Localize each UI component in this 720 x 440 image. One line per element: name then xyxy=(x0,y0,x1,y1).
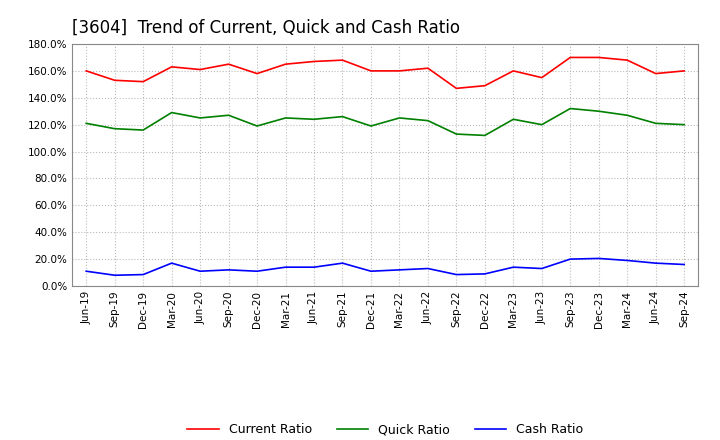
Cash Ratio xyxy=(623,258,631,263)
Quick Ratio xyxy=(595,109,603,114)
Current Ratio xyxy=(338,58,347,63)
Current Ratio xyxy=(139,79,148,84)
Quick Ratio xyxy=(338,114,347,119)
Cash Ratio xyxy=(310,264,318,270)
Current Ratio xyxy=(225,62,233,67)
Current Ratio xyxy=(509,68,518,73)
Legend: Current Ratio, Quick Ratio, Cash Ratio: Current Ratio, Quick Ratio, Cash Ratio xyxy=(182,418,588,440)
Current Ratio xyxy=(282,62,290,67)
Current Ratio xyxy=(452,86,461,91)
Quick Ratio xyxy=(310,117,318,122)
Current Ratio xyxy=(253,71,261,76)
Quick Ratio xyxy=(537,122,546,127)
Quick Ratio xyxy=(253,123,261,128)
Current Ratio xyxy=(110,77,119,83)
Current Ratio xyxy=(310,59,318,64)
Quick Ratio xyxy=(139,128,148,133)
Cash Ratio xyxy=(566,257,575,262)
Current Ratio xyxy=(566,55,575,60)
Text: [3604]  Trend of Current, Quick and Cash Ratio: [3604] Trend of Current, Quick and Cash … xyxy=(72,19,460,37)
Quick Ratio xyxy=(452,132,461,137)
Line: Cash Ratio: Cash Ratio xyxy=(86,258,684,275)
Cash Ratio xyxy=(537,266,546,271)
Cash Ratio xyxy=(452,272,461,277)
Line: Quick Ratio: Quick Ratio xyxy=(86,109,684,136)
Cash Ratio xyxy=(167,260,176,266)
Current Ratio xyxy=(196,67,204,72)
Current Ratio xyxy=(480,83,489,88)
Current Ratio xyxy=(423,66,432,71)
Quick Ratio xyxy=(509,117,518,122)
Cash Ratio xyxy=(196,268,204,274)
Quick Ratio xyxy=(623,113,631,118)
Current Ratio xyxy=(623,58,631,63)
Current Ratio xyxy=(82,68,91,73)
Cash Ratio xyxy=(139,272,148,277)
Current Ratio xyxy=(537,75,546,80)
Cash Ratio xyxy=(253,268,261,274)
Cash Ratio xyxy=(595,256,603,261)
Quick Ratio xyxy=(395,115,404,121)
Cash Ratio xyxy=(282,264,290,270)
Quick Ratio xyxy=(82,121,91,126)
Cash Ratio xyxy=(225,267,233,272)
Current Ratio xyxy=(167,64,176,70)
Cash Ratio xyxy=(680,262,688,267)
Cash Ratio xyxy=(366,268,375,274)
Current Ratio xyxy=(680,68,688,73)
Cash Ratio xyxy=(423,266,432,271)
Quick Ratio xyxy=(366,123,375,128)
Quick Ratio xyxy=(480,133,489,138)
Cash Ratio xyxy=(395,267,404,272)
Quick Ratio xyxy=(196,115,204,121)
Quick Ratio xyxy=(652,121,660,126)
Current Ratio xyxy=(366,68,375,73)
Quick Ratio xyxy=(167,110,176,115)
Cash Ratio xyxy=(338,260,347,266)
Quick Ratio xyxy=(282,115,290,121)
Cash Ratio xyxy=(509,264,518,270)
Quick Ratio xyxy=(225,113,233,118)
Cash Ratio xyxy=(82,268,91,274)
Quick Ratio xyxy=(680,122,688,127)
Quick Ratio xyxy=(110,126,119,131)
Current Ratio xyxy=(652,71,660,76)
Cash Ratio xyxy=(652,260,660,266)
Current Ratio xyxy=(595,55,603,60)
Quick Ratio xyxy=(423,118,432,123)
Cash Ratio xyxy=(480,271,489,277)
Cash Ratio xyxy=(110,273,119,278)
Quick Ratio xyxy=(566,106,575,111)
Line: Current Ratio: Current Ratio xyxy=(86,58,684,88)
Current Ratio xyxy=(395,68,404,73)
